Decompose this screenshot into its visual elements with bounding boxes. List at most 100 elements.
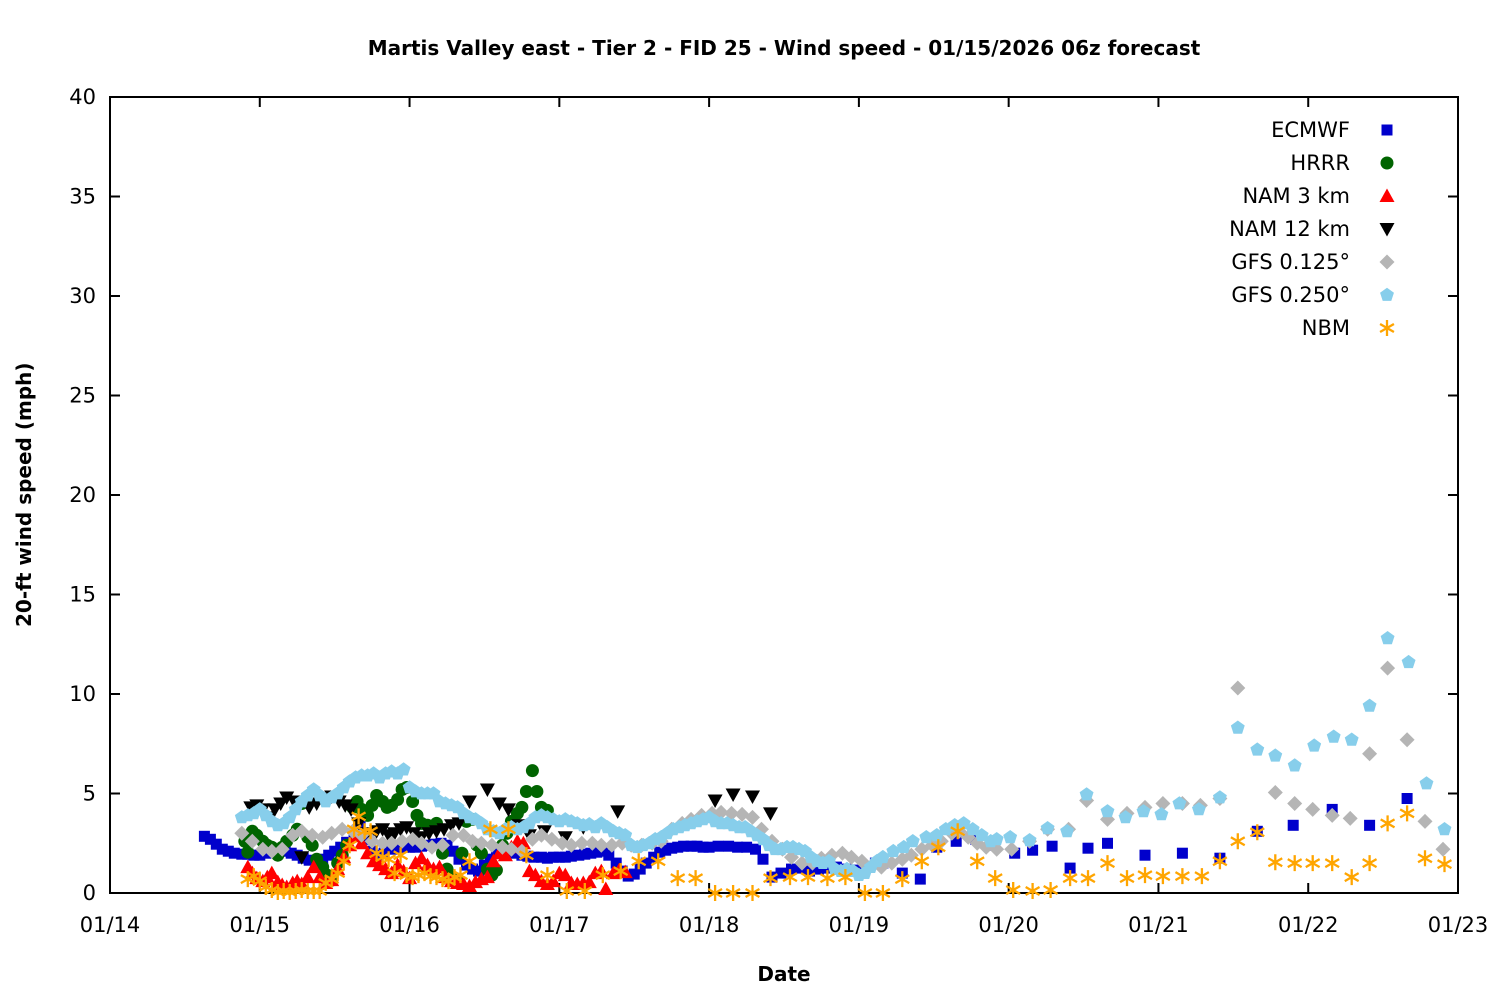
ecmwf-point: [392, 841, 404, 853]
ecmwf-square-icon: [1381, 124, 1393, 135]
ecmwf-point: [914, 873, 926, 885]
gfs-0-125-point: [435, 837, 450, 853]
pentagon-glyph: [1380, 287, 1394, 301]
nbm-point: [330, 865, 346, 882]
nbm-point: [1155, 868, 1171, 885]
ecmwf-point: [691, 840, 703, 852]
gfs-0-125-point: [563, 837, 579, 853]
nam-3-km-point: [300, 869, 316, 884]
nbm-point: [461, 853, 478, 870]
ecmwf-point: [228, 847, 240, 859]
nbm-point: [539, 867, 555, 884]
nbm-point: [744, 885, 761, 901]
nbm-point: [1436, 856, 1453, 873]
x-tick-label: 01/18: [679, 913, 740, 937]
nbm-point: [1119, 870, 1135, 887]
nam-12-km-point: [500, 803, 516, 817]
gfs-0-125-point: [424, 839, 440, 855]
nbm-point: [363, 823, 379, 840]
gfs-0-250-point: [875, 849, 890, 864]
gfs-0-250-point: [989, 832, 1004, 846]
x-axis-title: Date: [757, 962, 811, 986]
diamond-glyph: [1379, 254, 1395, 269]
y-tick-label: 20: [69, 483, 96, 507]
gfs-0-125-point: [745, 809, 760, 825]
legend-label-ecmwf: ECMWF: [1271, 117, 1350, 142]
nbm-point: [950, 823, 966, 840]
gfs-0-125-point: [1155, 796, 1171, 811]
ecmwf-point: [672, 841, 684, 853]
gfs-0-125-point: [1267, 785, 1283, 800]
nam-12-km-point: [343, 803, 359, 817]
nbm-point: [800, 869, 816, 886]
ecmwf-point: [1139, 849, 1151, 861]
gfs-0-125-point: [304, 827, 320, 843]
nam-12-km-point: [745, 790, 760, 804]
nbm-point: [650, 853, 666, 870]
legend-label-nam12km: NAM 12 km: [1229, 216, 1350, 241]
ecmwf-point: [1364, 819, 1376, 831]
nam-3-km-point: [479, 869, 495, 884]
ecmwf-point: [585, 847, 597, 859]
nbm-point: [246, 868, 262, 885]
nbm-point: [1062, 870, 1078, 887]
x-tick-label: 01/19: [829, 913, 890, 937]
gfs-0-250-point: [974, 828, 989, 842]
gfs-0-125-point: [1380, 660, 1396, 676]
nam-3-km-point: [598, 881, 614, 895]
legend-item-ecmwf: ECMWF: [1229, 113, 1400, 146]
legend-label-hrrr: HRRR: [1290, 150, 1350, 175]
y-tick-label: 10: [69, 682, 96, 706]
nbm-point: [300, 883, 316, 899]
nam-12-km-point: [725, 788, 741, 802]
gfs-0-125-point: [445, 827, 461, 843]
nbm-point: [1344, 869, 1360, 886]
gfs-0-250-point: [1326, 729, 1341, 743]
gfs-0-125-point: [375, 835, 391, 851]
circle-glyph: [1380, 156, 1394, 169]
nam-12-km-point: [491, 797, 507, 811]
nbm-point: [1417, 850, 1433, 867]
nbm-point: [969, 853, 985, 870]
y-axis-ticks: 0 5 10 15 20 25 30 35 40: [69, 85, 1458, 905]
gfs-0-250-point: [618, 828, 633, 842]
nbm-point: [1380, 815, 1396, 832]
nbm-point: [1194, 868, 1210, 885]
ecmwf-point: [248, 849, 260, 861]
ecmwf-point: [1027, 844, 1039, 856]
gfs-0-125-point: [244, 833, 260, 849]
gfs-0-250-point: [1079, 787, 1094, 801]
nbm-point: [987, 870, 1003, 887]
nbm-point: [613, 863, 629, 880]
ecmwf-point: [559, 851, 571, 863]
gfs-0-250-point: [1022, 833, 1037, 847]
series-gfs-0-125: [234, 660, 1451, 875]
triangle_down-glyph: [1379, 222, 1395, 236]
ecmwf-point: [732, 841, 744, 853]
ecmwf-point: [634, 863, 646, 875]
nbm-point: [837, 869, 853, 886]
ecmwf-point: [1287, 819, 1299, 831]
nam-12-km-point: [763, 807, 778, 821]
y-tick-label: 0: [83, 881, 96, 905]
nam-12-km-point: [279, 791, 295, 805]
nbm-point: [894, 871, 910, 888]
nbm-point: [336, 853, 352, 870]
nam-12-km-point: [399, 821, 415, 835]
ecmwf-point: [654, 846, 666, 858]
ecmwf-point: [547, 851, 559, 863]
ecmwf-point: [812, 863, 824, 875]
hrrr-point: [530, 785, 544, 798]
ecmwf-point: [660, 844, 672, 856]
ecmwf-point: [640, 857, 652, 869]
nbm-point: [1005, 882, 1021, 898]
nbm-point: [357, 823, 373, 840]
chart-title: Martis Valley east - Tier 2 - FID 25 - W…: [367, 36, 1201, 60]
gfs-0-125-point: [484, 837, 500, 853]
nam-3-km-point: [462, 878, 477, 892]
nam-3-km-point: [497, 847, 513, 862]
gfs0250-pentagon-icon: [1380, 287, 1394, 301]
nam-12-km-point: [451, 817, 467, 831]
nbm-point: [1267, 854, 1283, 871]
ecmwf-point: [204, 833, 216, 845]
